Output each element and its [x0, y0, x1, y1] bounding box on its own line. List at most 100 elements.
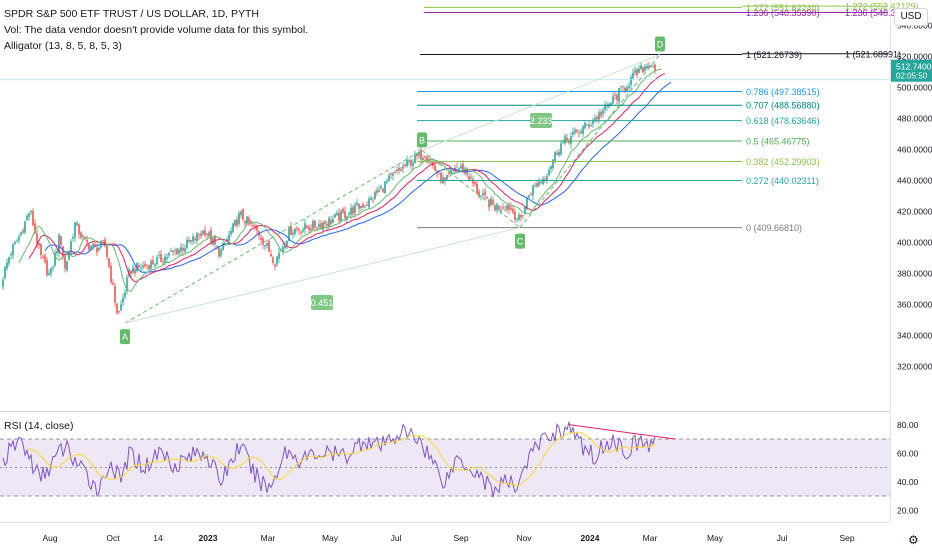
- candle-body: [538, 181, 540, 186]
- time-tick-label: May: [322, 533, 339, 543]
- pattern-ratio-badge[interactable]: [530, 113, 552, 128]
- candle-body: [166, 257, 168, 259]
- price-tick-label: 380.00000: [897, 269, 932, 279]
- pattern-point-badge[interactable]: [120, 329, 130, 345]
- candle-body: [492, 199, 494, 205]
- fib-level-label: 1.236 (548.35390): [845, 8, 919, 18]
- candle-body: [506, 205, 508, 210]
- candle-body: [46, 260, 48, 276]
- currency-button[interactable]: USD: [894, 8, 928, 26]
- candle-body: [348, 212, 350, 215]
- time-tick-label: Mar: [643, 533, 658, 543]
- candle-body: [460, 165, 462, 168]
- candle-body: [624, 88, 626, 91]
- fib-level-label: 0.5 (465.46775): [746, 137, 810, 147]
- candle-body: [178, 249, 180, 254]
- candle-body: [564, 135, 566, 144]
- candle-body: [182, 248, 184, 251]
- candle-body: [470, 176, 472, 179]
- time-tick-label: Nov: [516, 533, 532, 543]
- pattern-point-badge[interactable]: [515, 233, 525, 249]
- time-tick-label: Jul: [777, 533, 788, 543]
- candle-body: [396, 169, 398, 172]
- candle-body: [352, 207, 354, 215]
- gear-icon[interactable]: ⚙: [908, 533, 919, 547]
- candle-body: [418, 151, 420, 156]
- candle-body: [204, 230, 206, 236]
- candle-body: [142, 265, 144, 268]
- candle-body: [50, 267, 52, 274]
- pattern-leg-ab[interactable]: [124, 149, 423, 324]
- candle-body: [654, 64, 656, 71]
- candle-body: [410, 159, 412, 166]
- candle-body: [482, 193, 484, 196]
- candle-body: [614, 95, 616, 96]
- candle-body: [130, 270, 132, 275]
- pattern-point-label: B: [419, 135, 425, 145]
- candle-body: [230, 230, 232, 235]
- candle-body: [520, 214, 522, 218]
- candle-body: [18, 236, 20, 241]
- candle-body: [12, 244, 14, 256]
- rsi-legend[interactable]: RSI (14, close): [4, 420, 74, 432]
- abcd-pattern[interactable]: A B C D 0.451 2.233: [120, 36, 665, 345]
- candle-body: [598, 112, 600, 120]
- candle-body: [306, 225, 308, 228]
- candle-body: [400, 169, 402, 171]
- rsi-line[interactable]: [2, 421, 656, 498]
- candle-body: [540, 182, 542, 183]
- pattern-ratio-label: 2.233: [530, 116, 553, 126]
- candle-body: [228, 234, 230, 241]
- candle-body: [610, 103, 612, 106]
- candle-body: [98, 247, 100, 251]
- time-tick-label: Aug: [42, 533, 57, 543]
- candle-body: [34, 223, 36, 234]
- alligator-teeth-line: [28, 73, 666, 283]
- candle-body: [196, 233, 198, 241]
- rsi-trend-line[interactable]: [569, 424, 676, 440]
- fib-level-label: 0.707 (488.56880): [746, 101, 820, 111]
- pattern-point-badge[interactable]: [417, 132, 427, 148]
- candle-body: [244, 220, 246, 224]
- candle-body: [84, 237, 86, 239]
- pattern-point-badge[interactable]: [655, 36, 665, 52]
- candle-body: [164, 256, 166, 263]
- candle-body: [326, 223, 328, 226]
- candle-body: [24, 221, 26, 233]
- candle-body: [584, 122, 586, 129]
- candle-body: [120, 304, 122, 311]
- pattern-leg-cd[interactable]: [519, 54, 661, 228]
- candle-body: [234, 219, 236, 226]
- candle-body: [420, 149, 422, 160]
- last-price-badge[interactable]: [891, 59, 932, 82]
- candle-body: [402, 166, 404, 169]
- symbol-title[interactable]: SPDR S&P 500 ETF TRUST / US DOLLAR, 1D, …: [4, 8, 259, 20]
- candle-body: [210, 230, 212, 243]
- candle-body: [118, 310, 120, 312]
- candle-body: [566, 137, 568, 141]
- candle-body: [486, 197, 488, 199]
- candle-body: [502, 207, 504, 209]
- alligator-legend[interactable]: Alligator (13, 8, 5, 8, 5, 3): [4, 40, 122, 52]
- candle-body: [644, 66, 646, 71]
- candle-body: [282, 246, 284, 253]
- candle-body: [162, 261, 164, 263]
- fibonacci-extension[interactable]: 0 (409.66810) 0.272 (440.02311) 0.382 (452…: [417, 0, 919, 233]
- candle-body: [370, 197, 372, 200]
- candle-body: [300, 231, 302, 233]
- candle-body: [16, 240, 18, 242]
- candle-body: [618, 88, 620, 102]
- candle-body: [214, 236, 216, 245]
- candle-body: [536, 183, 538, 187]
- rsi-tick-label: 80.00: [897, 420, 919, 430]
- candle-body: [172, 250, 174, 252]
- countdown-label: 02:05:50: [896, 72, 928, 81]
- candle-body: [78, 224, 80, 235]
- candle-body: [132, 267, 134, 273]
- candle-body: [632, 72, 634, 79]
- candle-body: [550, 165, 552, 170]
- candle-body: [154, 264, 156, 267]
- pattern-ratio-badge[interactable]: [311, 295, 333, 310]
